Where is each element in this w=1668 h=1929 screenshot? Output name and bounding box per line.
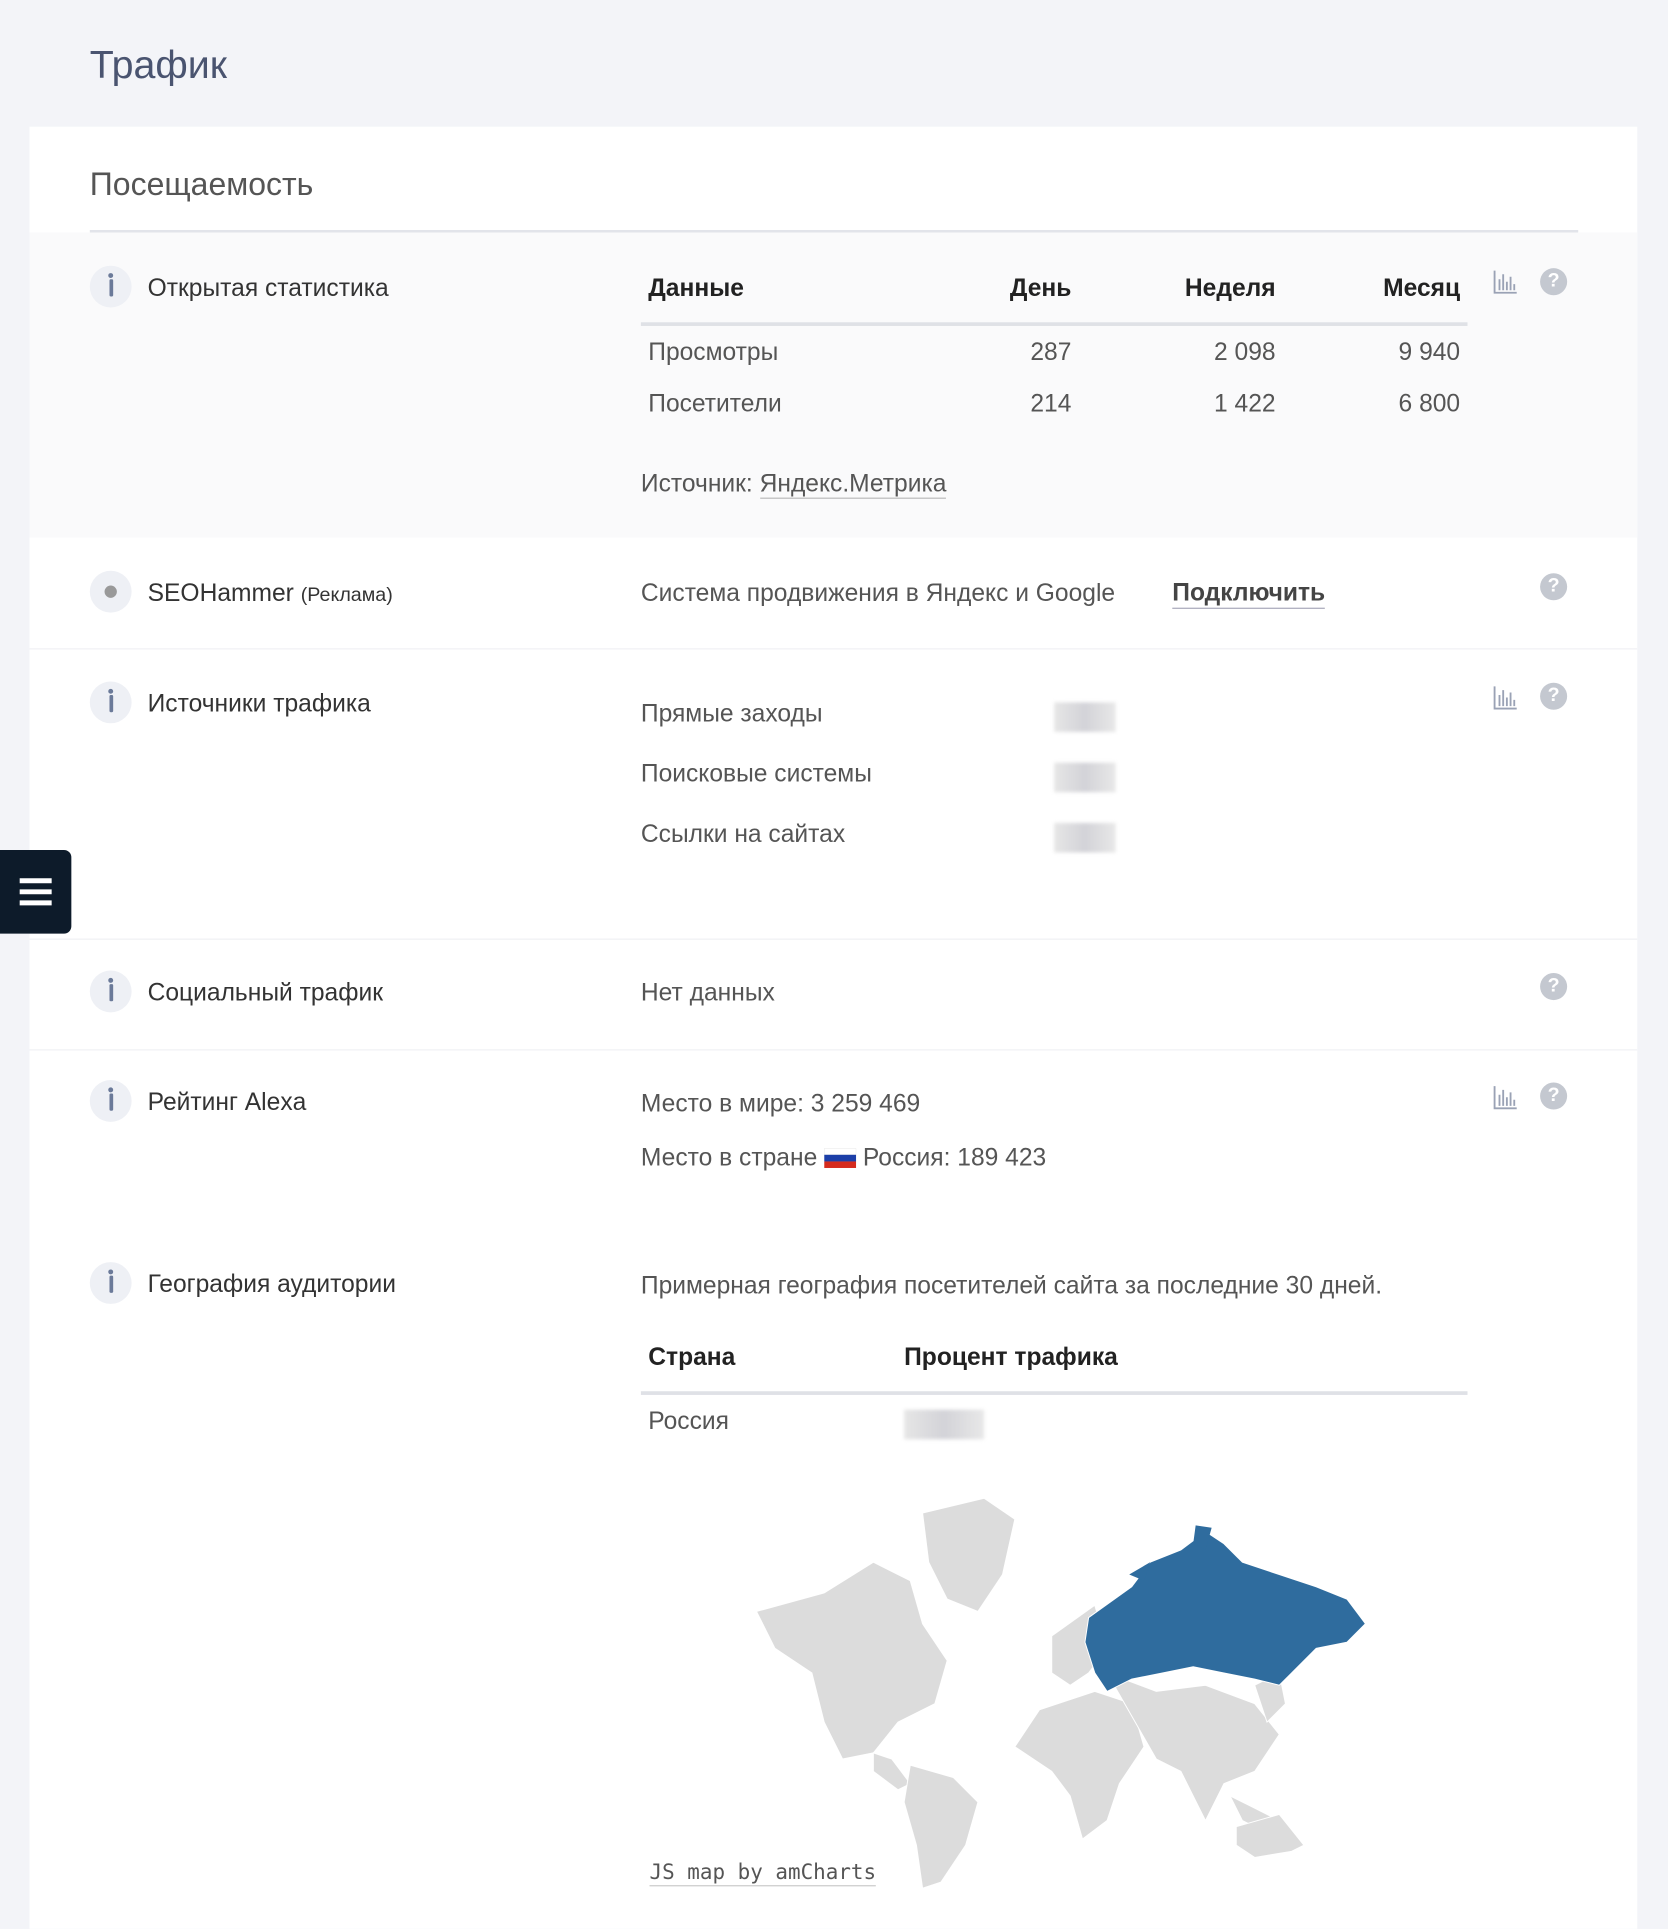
chart-icon[interactable] [1493,269,1518,294]
cell: 1 422 [1214,390,1276,418]
connect-link[interactable]: Подключить [1172,579,1326,609]
help-icon[interactable]: ? [1540,1082,1568,1110]
blurred-value [904,1409,985,1440]
table-rule [640,1391,1468,1395]
menu-icon [19,878,52,906]
prefix: Место в стране [640,1144,818,1172]
blurred-value [1054,822,1116,853]
blurred-value [1054,702,1116,732]
cell: 287 [1030,338,1072,366]
world-map [755,1497,1367,1889]
table-header: День [1009,274,1072,302]
source: Источник: Яндекс.Метрика [640,470,947,499]
value: Нет данных [640,979,775,1007]
help-icon[interactable]: ? [1540,973,1568,1001]
flag [823,1147,857,1168]
note: (Реклама) [300,584,393,606]
cell: Россия [648,1407,729,1435]
source-link[interactable]: Яндекс.Метрика [759,470,947,499]
source-item: Прямые заходы [640,700,823,728]
description: Примерная география посетителей сайта за… [640,1272,1383,1300]
help-icon[interactable]: ? [1540,573,1568,601]
table-header: Процент трафика [904,1343,1118,1371]
row-label: Социальный трафик [147,979,383,1007]
table-header: Страна [648,1343,736,1371]
country: Россия: 189 423 [862,1144,1047,1172]
blurred-value [1054,762,1116,793]
chart-icon[interactable] [1493,685,1518,710]
world-rank: Место в мире: 3 259 469 [640,1090,921,1118]
bullet-icon [89,570,132,613]
row-bg [29,232,1638,538]
country-rank: Место в стране Россия: 189 423 [641,1145,1046,1173]
info-icon[interactable] [89,265,132,308]
info-icon[interactable] [89,681,132,724]
info-icon[interactable] [89,1080,132,1122]
cell: 6 800 [1398,390,1461,418]
cell: 214 [1030,390,1072,418]
row-label: Источники трафика [147,690,371,718]
separator [29,938,1638,940]
separator [29,648,1638,650]
description: Система продвижения в Яндекс и Google [640,579,1116,608]
row-label: Открытая статистика [147,274,389,302]
table-header: Неделя [1184,274,1276,302]
help-icon[interactable]: ? [1540,268,1568,296]
table-header: Данные [648,274,744,302]
page-title: Трафик [89,42,228,87]
section-title: Посещаемость [89,165,314,203]
cell: Посетители [648,390,782,418]
info-icon[interactable] [89,1262,132,1304]
source-label: Источник: [640,470,753,498]
separator [29,1049,1638,1051]
label: SEOHammer [147,579,294,608]
row-label: География аудитории [147,1271,396,1299]
row-label: SEOHammer (Реклама) [148,580,393,608]
row-label: Рейтинг Alexa [147,1089,307,1117]
table-rule [640,322,1468,326]
help-icon[interactable]: ? [1540,682,1568,710]
cell: 2 098 [1214,338,1276,366]
info-icon[interactable] [89,970,132,1013]
table-header: Месяц [1383,274,1461,302]
cell: Просмотры [648,338,779,366]
menu-button[interactable] [0,849,72,934]
source-item: Ссылки на сайтах [640,821,846,849]
divider [89,230,1579,233]
cell: 9 940 [1398,338,1461,366]
source-item: Поисковые системы [640,760,872,788]
map-credit[interactable]: JS map by amCharts [649,1860,877,1887]
chart-icon[interactable] [1493,1085,1518,1110]
